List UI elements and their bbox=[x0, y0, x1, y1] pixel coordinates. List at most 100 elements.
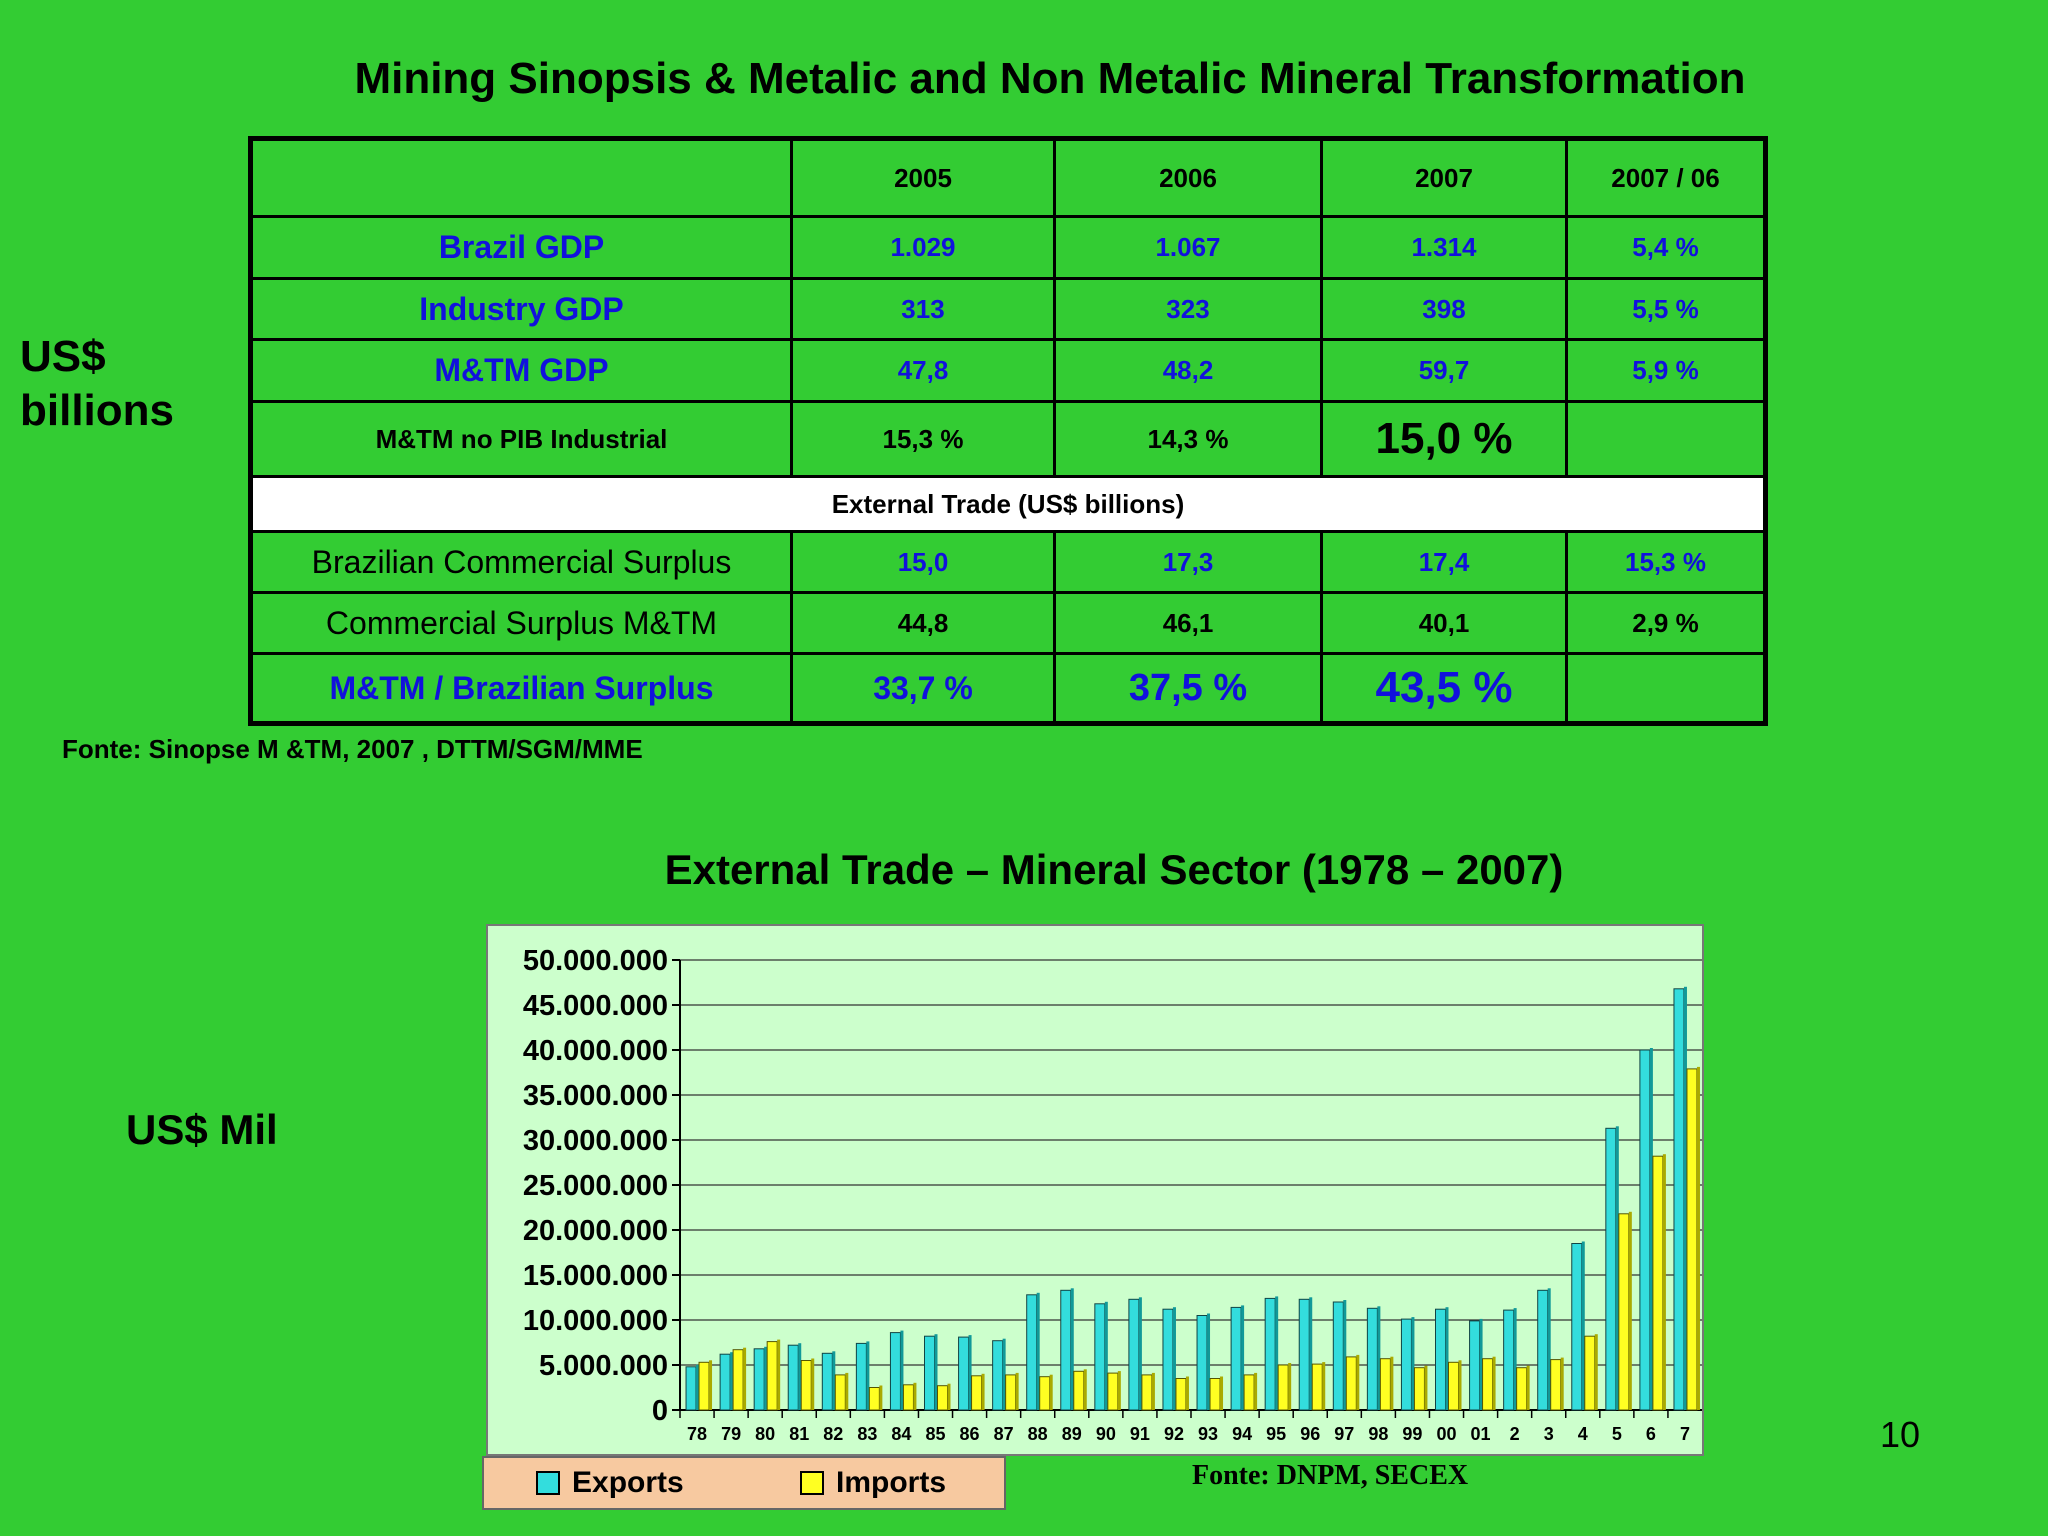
cell-value bbox=[1568, 403, 1763, 475]
export-bar bbox=[1469, 1320, 1481, 1411]
export-bar bbox=[1298, 1298, 1310, 1411]
row-label: M&TM GDP bbox=[253, 341, 793, 400]
import-bar bbox=[1107, 1372, 1119, 1411]
y-tick-label: 5.000.000 bbox=[539, 1350, 668, 1382]
import-bar-side bbox=[811, 1358, 815, 1410]
import-bar-side bbox=[743, 1347, 747, 1410]
section-label: External Trade (US$ billions) bbox=[831, 488, 1185, 519]
export-bar bbox=[1673, 988, 1685, 1411]
chart-source: Fonte: DNPM, SECEX bbox=[1192, 1460, 1469, 1491]
export-bar bbox=[1026, 1294, 1038, 1411]
import-bar-side bbox=[1288, 1363, 1292, 1410]
cell-value: 1.314 bbox=[1323, 218, 1568, 277]
chart-legend: Exports Imports bbox=[482, 1456, 1006, 1510]
unit-line-2: billions bbox=[20, 386, 174, 435]
cell-value: 37,5 % bbox=[1056, 655, 1323, 721]
x-tick-label: 93 bbox=[1198, 1424, 1218, 1444]
import-bar-side bbox=[1254, 1372, 1258, 1410]
y-tick-label: 20.000.000 bbox=[523, 1215, 668, 1247]
cell-value: 17,4 bbox=[1323, 533, 1568, 591]
export-bar-side bbox=[968, 1335, 972, 1410]
import-bar-side bbox=[845, 1372, 849, 1410]
header-2005: 2005 bbox=[793, 141, 1056, 215]
cell-value: 1.029 bbox=[793, 218, 1056, 277]
export-bar-side bbox=[1275, 1296, 1279, 1410]
cell-value: 48,2 bbox=[1056, 341, 1323, 400]
export-bar-side bbox=[1241, 1305, 1245, 1410]
import-bar-side bbox=[709, 1360, 713, 1410]
import-bar bbox=[1311, 1363, 1323, 1411]
import-bar bbox=[1618, 1213, 1630, 1411]
y-tick-label: 0 bbox=[652, 1395, 668, 1427]
legend-imports: Imports bbox=[800, 1466, 946, 1500]
export-bar-side bbox=[1683, 986, 1687, 1410]
x-tick-label: 88 bbox=[1028, 1424, 1048, 1444]
import-bar bbox=[1039, 1376, 1051, 1411]
export-bar-side bbox=[1479, 1318, 1483, 1410]
x-tick-label: 95 bbox=[1266, 1424, 1286, 1444]
export-bar bbox=[685, 1366, 697, 1411]
import-bar bbox=[1277, 1364, 1289, 1411]
table-source: Fonte: Sinopse M &TM, 2007 , DTTM/SGM/MM… bbox=[62, 734, 643, 764]
export-bar bbox=[1571, 1243, 1583, 1411]
export-bar-side bbox=[1411, 1317, 1415, 1410]
export-bar bbox=[1332, 1301, 1344, 1411]
imports-swatch bbox=[800, 1471, 824, 1495]
export-bar-side bbox=[1649, 1048, 1653, 1410]
cell-value: 5,5 % bbox=[1632, 293, 1699, 324]
x-tick-label: 94 bbox=[1232, 1424, 1252, 1444]
import-bar bbox=[1141, 1374, 1153, 1411]
import-bar-side bbox=[1696, 1066, 1700, 1410]
cell-value: 44,8 bbox=[793, 594, 1056, 652]
export-bar-side bbox=[832, 1351, 836, 1410]
cell-value: 398 bbox=[1323, 280, 1568, 338]
import-bar-side bbox=[1117, 1371, 1121, 1410]
x-tick-label: 92 bbox=[1164, 1424, 1184, 1444]
export-bar-side bbox=[866, 1341, 870, 1410]
row-label: M&TM no PIB Industrial bbox=[253, 403, 793, 475]
table-row: M&TM GDP 47,8 48,2 59,7 5,9 % bbox=[253, 341, 1763, 403]
import-bar-side bbox=[947, 1383, 951, 1410]
import-bar bbox=[1243, 1374, 1255, 1411]
import-bar-side bbox=[1220, 1376, 1224, 1410]
export-bar-side bbox=[1104, 1301, 1108, 1410]
import-bar bbox=[1652, 1155, 1664, 1411]
export-bar-side bbox=[1036, 1292, 1040, 1410]
row-label: Industry GDP bbox=[253, 280, 793, 338]
export-bar bbox=[821, 1352, 833, 1411]
x-tick-label: 98 bbox=[1368, 1424, 1388, 1444]
legend-imports-label: Imports bbox=[836, 1466, 947, 1499]
x-tick-label: 84 bbox=[891, 1424, 911, 1444]
table-row: Commercial Surplus M&TM 44,8 46,1 40,1 2… bbox=[253, 594, 1763, 655]
table-row: Brazil GDP 1.029 1.067 1.314 5,4 % bbox=[253, 218, 1763, 280]
x-tick-label: 3 bbox=[1544, 1424, 1554, 1444]
table-row: Brazilian Commercial Surplus 15,0 17,3 1… bbox=[253, 533, 1763, 594]
import-bar bbox=[834, 1374, 846, 1411]
export-bar bbox=[889, 1332, 901, 1411]
export-bar-side bbox=[1070, 1288, 1074, 1410]
export-bar-side bbox=[1615, 1126, 1619, 1410]
x-tick-label: 87 bbox=[994, 1424, 1014, 1444]
x-tick-label: 86 bbox=[960, 1424, 980, 1444]
export-bar bbox=[787, 1344, 799, 1411]
import-bar bbox=[937, 1385, 948, 1411]
x-tick-label: 89 bbox=[1062, 1424, 1082, 1444]
table-row: Industry GDP 313 323 398 5,5 % bbox=[253, 280, 1763, 341]
import-bar-side bbox=[1594, 1334, 1598, 1410]
cell-value: 15,0 % bbox=[1323, 403, 1568, 475]
import-bar bbox=[971, 1375, 983, 1411]
cell-value: 313 bbox=[793, 280, 1056, 338]
table-row: M&TM no PIB Industrial 15,3 % 14,3 % 15,… bbox=[253, 403, 1763, 478]
x-tick-label: 7 bbox=[1680, 1424, 1690, 1444]
export-bar bbox=[1060, 1289, 1072, 1411]
import-bar-side bbox=[1015, 1372, 1019, 1410]
import-bar-side bbox=[1560, 1357, 1564, 1410]
x-tick-label: 99 bbox=[1402, 1424, 1422, 1444]
export-bar bbox=[1400, 1318, 1412, 1411]
export-bar bbox=[1162, 1308, 1174, 1411]
cell-value: 2,9 % bbox=[1632, 607, 1699, 638]
x-tick-label: 80 bbox=[755, 1424, 775, 1444]
export-bar bbox=[958, 1336, 970, 1411]
export-bar-side bbox=[1002, 1338, 1006, 1410]
cell-value bbox=[1568, 655, 1763, 721]
